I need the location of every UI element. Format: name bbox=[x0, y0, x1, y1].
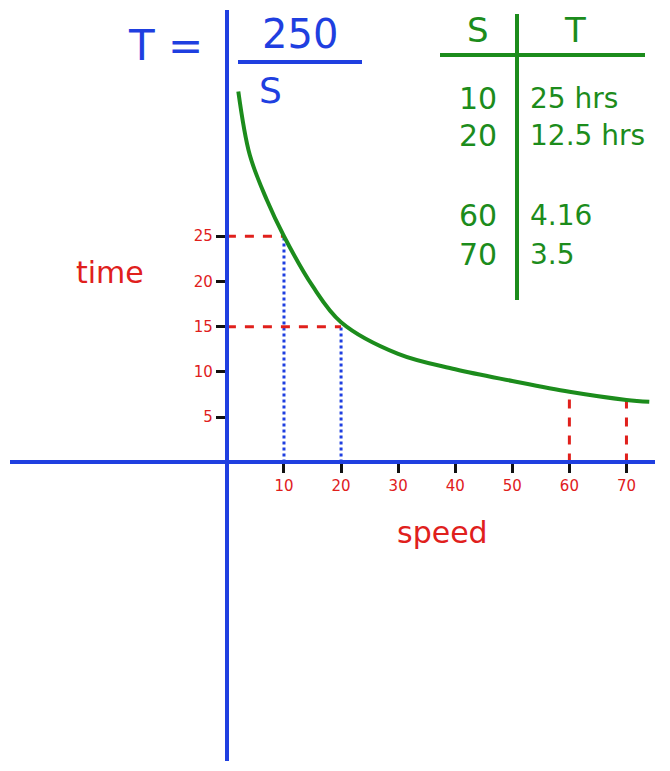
svg-text:4.16: 4.16 bbox=[530, 199, 592, 232]
svg-text:25 hrs: 25 hrs bbox=[530, 82, 618, 115]
svg-text:10: 10 bbox=[274, 477, 293, 495]
svg-text:60: 60 bbox=[459, 198, 497, 233]
svg-text:40: 40 bbox=[446, 477, 465, 495]
svg-text:70: 70 bbox=[459, 237, 497, 272]
svg-text:30: 30 bbox=[389, 477, 408, 495]
svg-text:10: 10 bbox=[194, 363, 213, 381]
svg-text:speed: speed bbox=[397, 515, 488, 550]
svg-text:10: 10 bbox=[459, 81, 497, 116]
svg-text:T: T bbox=[564, 10, 586, 50]
svg-text:S: S bbox=[467, 10, 489, 50]
svg-text:20: 20 bbox=[459, 118, 497, 153]
svg-text:T =: T = bbox=[128, 21, 203, 70]
svg-text:60: 60 bbox=[560, 477, 579, 495]
svg-text:20: 20 bbox=[332, 477, 351, 495]
svg-text:15: 15 bbox=[194, 318, 213, 336]
svg-text:time: time bbox=[76, 255, 144, 290]
svg-text:5: 5 bbox=[203, 408, 213, 426]
svg-text:12.5 hrs: 12.5 hrs bbox=[530, 119, 645, 152]
svg-text:250: 250 bbox=[262, 11, 338, 57]
svg-text:25: 25 bbox=[194, 227, 213, 245]
svg-text:50: 50 bbox=[503, 477, 522, 495]
svg-text:S: S bbox=[259, 70, 282, 111]
svg-text:70: 70 bbox=[617, 477, 636, 495]
svg-text:20: 20 bbox=[194, 273, 213, 291]
svg-text:3.5: 3.5 bbox=[530, 238, 575, 271]
